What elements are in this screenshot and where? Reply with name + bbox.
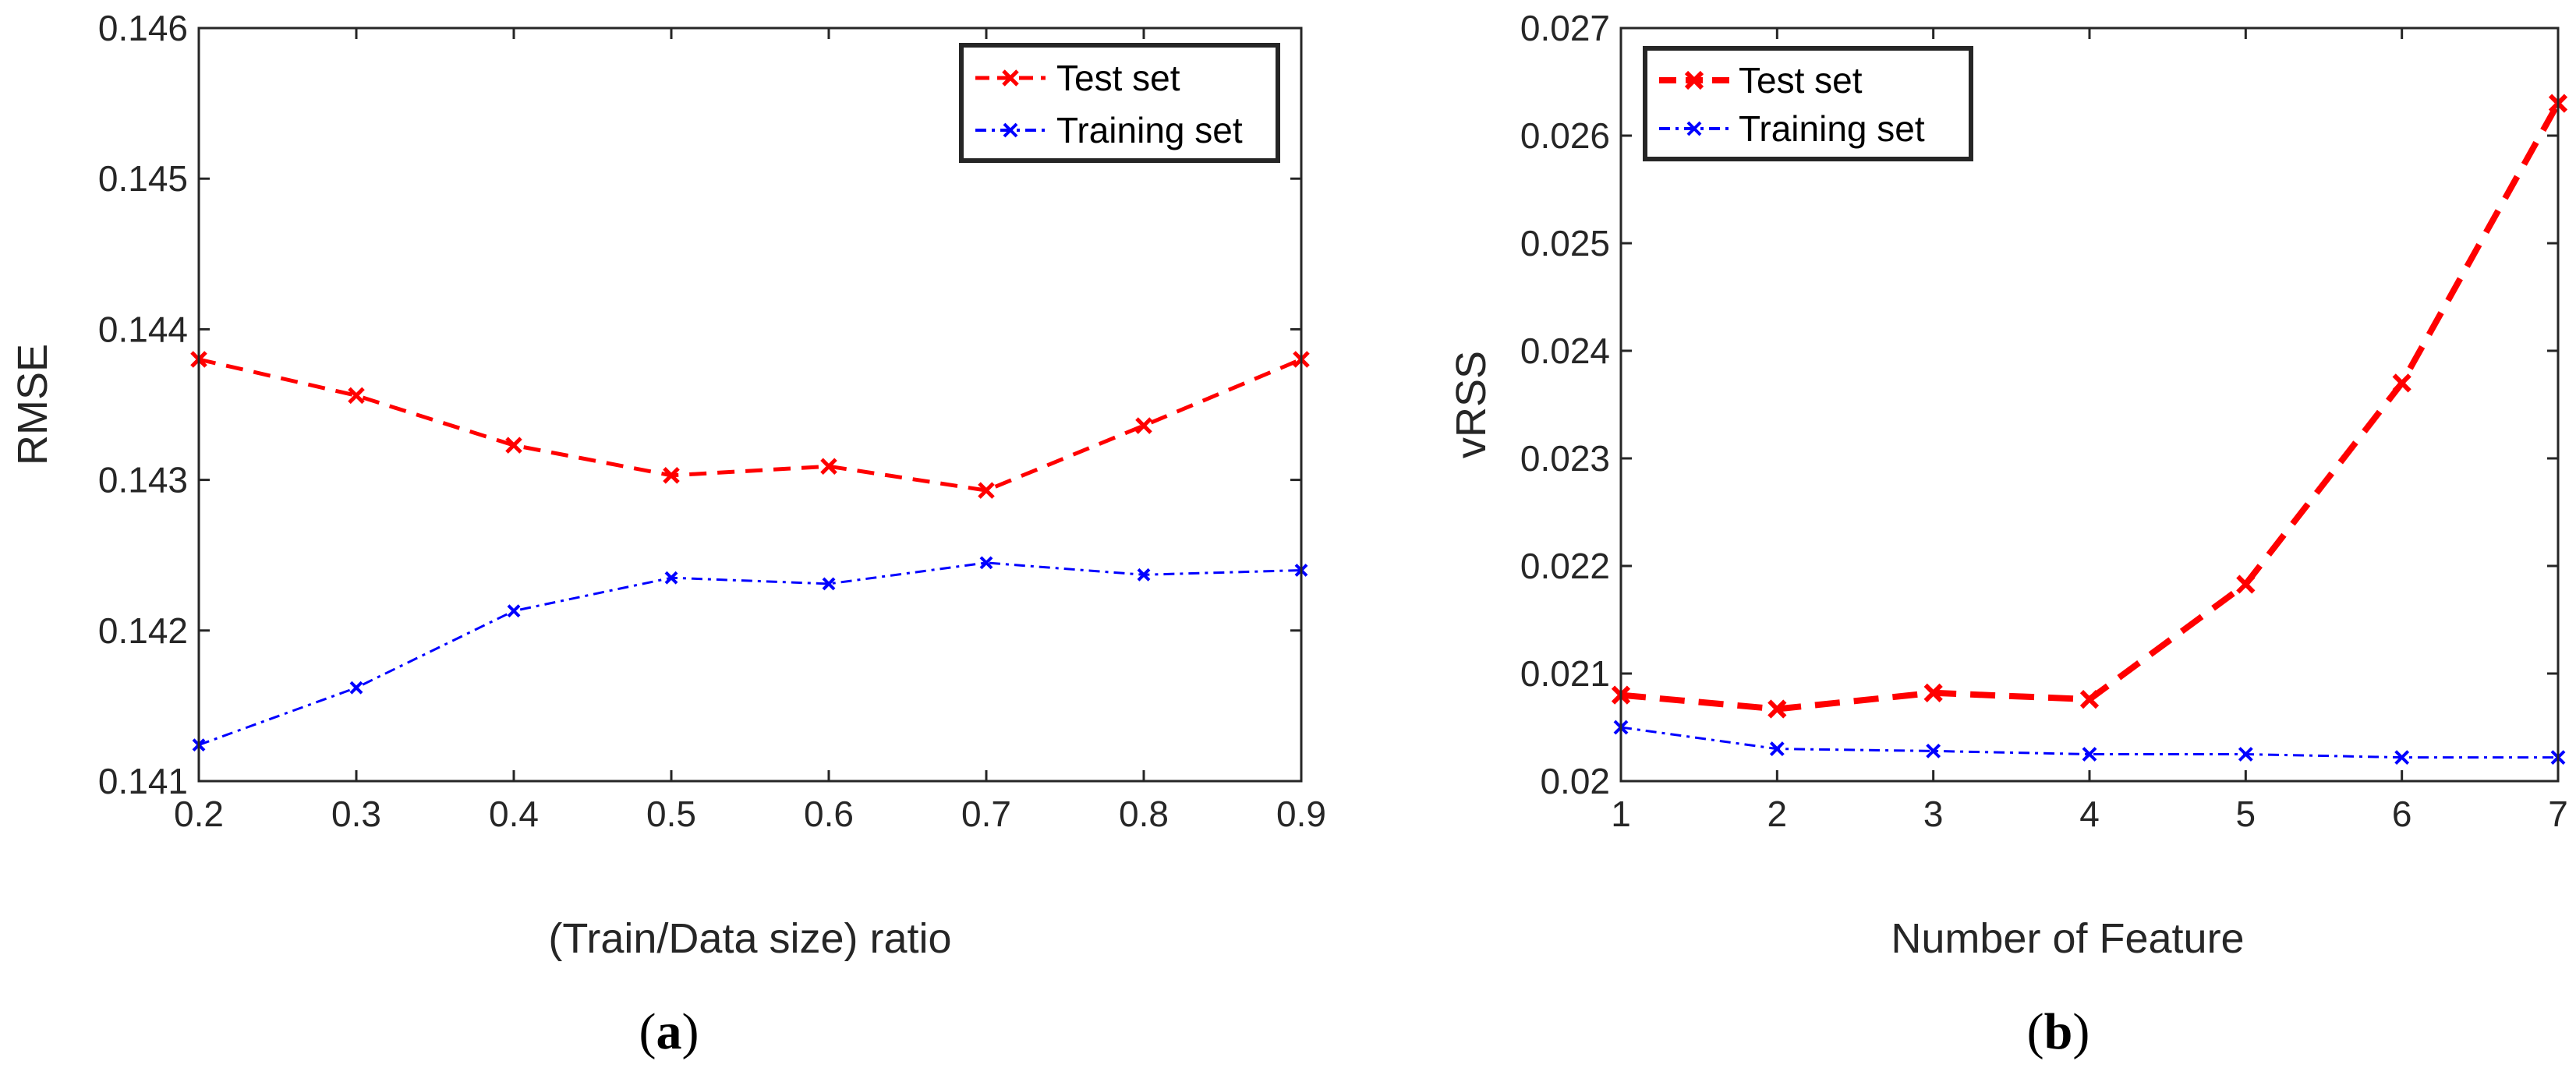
chart-b-test-point [2236, 575, 2256, 594]
chart-a-legend-test-label: Test set [1056, 58, 1180, 98]
chart-a-xtick-label: 0.9 [1276, 794, 1326, 834]
chart-b-test-point [1767, 699, 1787, 719]
chart-a-rmse: RMSE (Train/Data size) ratio 0.2 0.3 0.4 0.… [9, 8, 1326, 1060]
chart-a-xtick-label: 0.4 [489, 794, 539, 834]
chart-a-legend-test-marker [1002, 69, 1019, 87]
chart-a-training-point [664, 571, 678, 585]
chart-b-xtick-label: 3 [1923, 794, 1944, 834]
chart-a-ticks: 0.2 0.3 0.4 0.5 0.6 0.7 0.8 0.9 0.141 0.142 0.143 0… [98, 8, 1326, 834]
chart-a-test-point [663, 467, 680, 484]
chart-a-xtick-label: 0.8 [1119, 794, 1169, 834]
chart-b-legend-training-marker [1686, 121, 1702, 136]
chart-a-training-point [1137, 568, 1151, 582]
chart-b-training-point [2082, 747, 2097, 762]
chart-a-test-point [1135, 417, 1152, 434]
chart-b-legend-test-marker [1684, 70, 1704, 90]
chart-b-ytick-label: 0.026 [1520, 115, 1610, 156]
chart-b-legend-test-label: Test set [1739, 60, 1863, 101]
chart-b-xtick-label: 5 [2236, 794, 2256, 834]
chart-a-xtick-label: 0.6 [804, 794, 854, 834]
chart-a-caption-letter: a [656, 1003, 682, 1060]
chart-b-legend-box [1643, 46, 1973, 161]
chart-a-training-point [822, 577, 836, 591]
chart-b-xtick-label: 7 [2548, 794, 2568, 834]
chart-a-ytick-label: 0.143 [98, 460, 188, 500]
chart-b-ytick-label: 0.021 [1520, 653, 1610, 694]
chart-a-legend: Test set Training set [959, 43, 1280, 163]
chart-b-legend: Test set Training set [1643, 46, 1973, 161]
chart-b-ytick-label: 0.025 [1520, 223, 1610, 263]
chart-a-xtick-label: 0.5 [646, 794, 696, 834]
chart-b-legend-training-label: Training set [1739, 108, 1925, 149]
chart-a-legend-box [959, 43, 1280, 163]
chart-a-ylabel: RMSE [9, 344, 56, 465]
chart-b-ylabel: vRSS [1448, 351, 1495, 458]
chart-a-ytick-label: 0.141 [98, 761, 188, 801]
chart-b-training-point [2238, 747, 2253, 762]
chart-b-ytick-label: 0.024 [1520, 331, 1610, 371]
chart-a-training-line [198, 561, 1302, 747]
chart-b-caption-open: ( [2027, 1003, 2044, 1060]
chart-a-ytick-label: 0.142 [98, 610, 188, 651]
chart-a-caption: (a) [639, 1003, 699, 1060]
chart-a-legend-training-marker [1003, 122, 1018, 138]
chart-a-xtick-label: 0.2 [174, 794, 224, 834]
chart-b-xtick-label: 6 [2392, 794, 2412, 834]
chart-b-xtick-label: 4 [2079, 794, 2100, 834]
chart-b-xtick-label: 2 [1767, 794, 1788, 834]
chart-a-xtick-label: 0.3 [331, 794, 381, 834]
chart-b-caption-letter: b [2044, 1003, 2073, 1060]
chart-b-test-point [2392, 373, 2411, 393]
chart-b-xlabel: Number of Feature [1891, 915, 2244, 962]
chart-a-test-point [505, 437, 522, 454]
chart-b-test-point [2079, 689, 2100, 709]
chart-b-xtick-label: 1 [1611, 794, 1631, 834]
chart-a-xlabel: (Train/Data size) ratio [548, 915, 951, 962]
chart-b-ytick-label: 0.023 [1520, 438, 1610, 479]
chart-b-ytick-label: 0.022 [1520, 546, 1610, 586]
chart-a-ytick-label: 0.144 [98, 309, 188, 349]
chart-b-ytick-label: 0.02 [1540, 761, 1610, 801]
chart-a-test-point [820, 458, 837, 475]
chart-b-ticks: 1 2 3 4 5 6 7 0.02 0.021 0.022 0.023 0.024 0.025 0.02… [1520, 8, 2568, 834]
chart-a-legend-training-label: Training set [1056, 110, 1243, 150]
chart-b-caption: (b) [2027, 1003, 2090, 1060]
chart-a-training-point [979, 556, 993, 570]
chart-b-ytick-label: 0.027 [1520, 8, 1610, 48]
chart-a-test-point [348, 387, 365, 405]
chart-a-test-line [198, 357, 1302, 493]
chart-b-test-point [1923, 683, 1943, 702]
chart-b-training-point [1926, 743, 1941, 759]
chart-b-vrss: vRSS Number of Feature 1 2 3 4 5 6 7 0.02 0.021 0… [1448, 8, 2568, 1060]
chart-a-training-point [507, 604, 521, 618]
chart-b-training-point [1769, 741, 1785, 757]
chart-b-caption-close: ) [2072, 1003, 2089, 1060]
chart-a-ytick-label: 0.146 [98, 8, 188, 48]
chart-b-training-point [2394, 750, 2410, 766]
chart-a-ytick-label: 0.145 [98, 158, 188, 199]
chart-a-plot-frame [197, 27, 1303, 783]
chart-b-plot-frame [1619, 27, 2560, 783]
chart-a-training-point [349, 681, 363, 695]
chart-a-test-point [978, 482, 995, 499]
chart-a-caption-close: ) [682, 1003, 699, 1060]
chart-a-xtick-label: 0.7 [961, 794, 1011, 834]
chart-a-caption-open: ( [639, 1003, 656, 1060]
